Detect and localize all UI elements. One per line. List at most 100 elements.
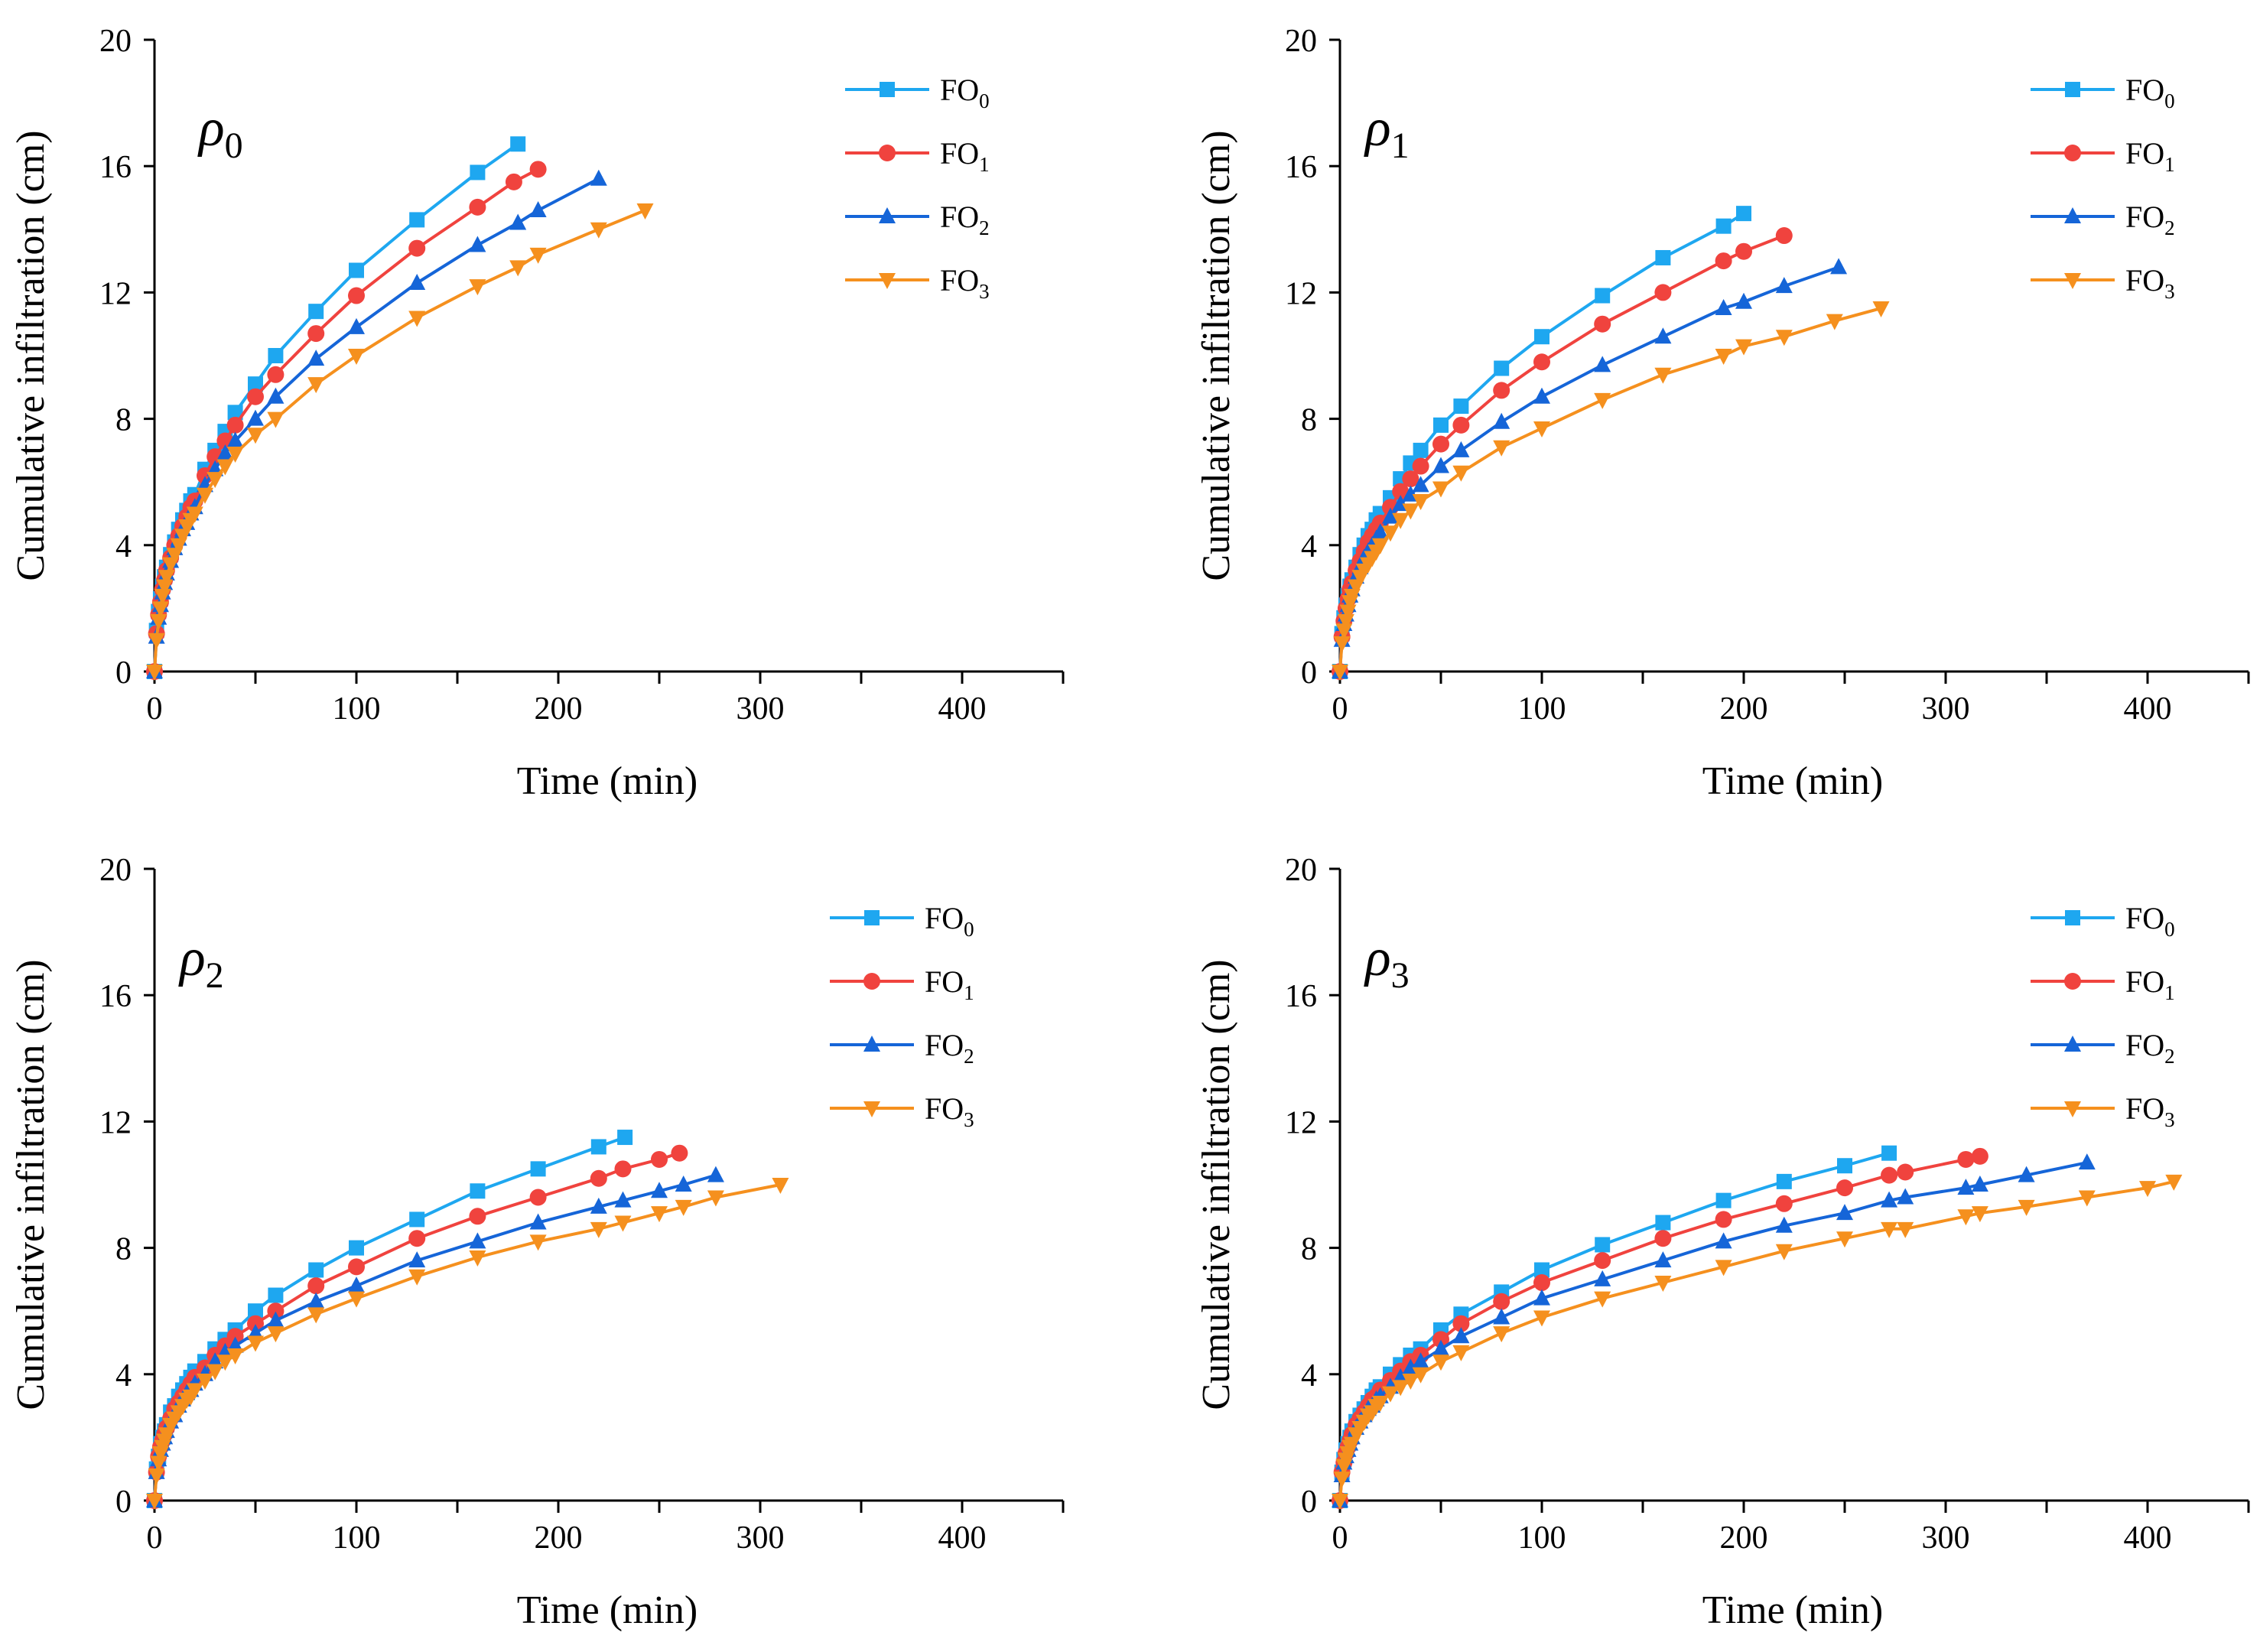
data-point-fo1 — [590, 1169, 607, 1187]
data-point-fo2 — [614, 1191, 632, 1208]
data-point-fo2 — [1533, 387, 1550, 404]
data-point-fo3 — [1735, 339, 1752, 356]
data-point-fo3 — [772, 1178, 789, 1194]
data-point-fo1 — [1432, 1331, 1449, 1348]
data-point-fo3 — [158, 570, 175, 587]
data-point-fo3 — [348, 1291, 365, 1308]
legend-item-fo1: FO1 — [845, 136, 990, 176]
chart-panel-0: 0 100 200 300 400 0 4 8 12 16 20 Time (min) Cumulati… — [9, 24, 1065, 803]
series-fo1 — [146, 1144, 688, 1509]
y-tick-label: 12 — [1285, 276, 1317, 311]
data-point-fo3 — [1333, 1472, 1351, 1488]
data-point-fo0 — [409, 1211, 425, 1228]
x-tick-label: 200 — [1720, 691, 1768, 727]
y-tick-label: 8 — [115, 1232, 132, 1267]
legend-label: FO1 — [925, 964, 974, 1004]
data-point-fo1 — [1432, 435, 1449, 453]
data-point-fo2 — [1371, 523, 1389, 540]
data-point-fo2 — [1594, 1270, 1611, 1286]
legend-item-fo2: FO2 — [2031, 1028, 2175, 1068]
legend-item-fo0: FO0 — [2031, 901, 2175, 941]
data-point-fo0 — [1534, 329, 1549, 345]
data-point-fo3 — [1872, 301, 1890, 318]
legend-marker — [863, 973, 880, 990]
data-point-fo1 — [1533, 353, 1550, 371]
legend-label: FO0 — [2125, 901, 2175, 941]
x-axis-title: Time (min) — [1702, 1589, 1883, 1632]
data-point-fo3 — [267, 1326, 285, 1343]
data-point-fo2 — [1594, 356, 1611, 372]
panel-label: ρ1 — [1364, 99, 1410, 166]
data-point-fo2 — [1881, 1191, 1898, 1208]
data-point-fo1 — [267, 366, 285, 383]
data-point-fo3 — [651, 1206, 668, 1223]
data-point-fo2 — [590, 1197, 607, 1214]
panel-label: ρ0 — [197, 99, 243, 166]
data-point-fo1 — [614, 1160, 632, 1178]
data-point-fo3 — [614, 1215, 632, 1232]
legend-marker — [2064, 1101, 2081, 1117]
data-point-fo3 — [247, 1335, 264, 1352]
data-point-fo3 — [1775, 330, 1793, 346]
data-point-fo3 — [1382, 1386, 1399, 1403]
data-point-fo0 — [268, 348, 284, 363]
data-point-fo3 — [1881, 1221, 1898, 1238]
data-point-fo3 — [1654, 1276, 1672, 1293]
data-point-fo1 — [408, 1230, 426, 1247]
x-axis-title: Time (min) — [1702, 759, 1883, 803]
x-tick-label: 100 — [333, 691, 381, 727]
y-tick-label: 20 — [1285, 853, 1317, 888]
y-tick-label: 4 — [115, 1358, 132, 1393]
data-point-fo0 — [1655, 1215, 1671, 1231]
data-point-fo2 — [267, 387, 285, 404]
data-point-fo2 — [1971, 1176, 1988, 1192]
data-point-fo0 — [268, 1287, 284, 1303]
data-point-fo0 — [530, 1161, 546, 1177]
data-point-fo2 — [1493, 412, 1510, 429]
data-point-fo1 — [307, 325, 325, 343]
data-point-fo3 — [150, 1455, 167, 1472]
data-point-fo3 — [1715, 1260, 1732, 1276]
series-fo2 — [146, 169, 607, 678]
data-point-fo1 — [1493, 1293, 1510, 1310]
data-point-fo3 — [1337, 613, 1354, 630]
legend-marker — [2064, 973, 2081, 990]
series-fo3 — [1332, 1174, 2183, 1510]
legend-marker — [879, 273, 896, 289]
data-point-fo0 — [308, 1262, 324, 1278]
data-point-fo3 — [707, 1190, 724, 1207]
data-point-fo2 — [651, 1182, 668, 1198]
legend-label: FO1 — [2125, 964, 2175, 1004]
data-point-fo2 — [226, 431, 244, 448]
y-tick-label: 12 — [99, 1105, 132, 1140]
x-tick-label: 400 — [938, 1520, 987, 1556]
data-point-fo1 — [1836, 1179, 1853, 1197]
x-tick-label: 300 — [1922, 691, 1970, 727]
data-point-fo0 — [1881, 1145, 1897, 1161]
data-point-fo2 — [1412, 1352, 1429, 1369]
y-tick-label: 8 — [1301, 403, 1317, 438]
data-point-fo1 — [348, 1258, 365, 1276]
data-point-fo1 — [1654, 284, 1672, 301]
data-point-fo3 — [1452, 1345, 1470, 1361]
data-point-fo3 — [1392, 512, 1410, 529]
data-point-fo1 — [1392, 483, 1410, 500]
x-tick-label: 300 — [737, 691, 785, 727]
legend-marker — [2064, 1036, 2081, 1052]
y-tick-label: 20 — [99, 853, 132, 888]
y-tick-label: 0 — [1301, 655, 1317, 691]
y-axis-title: Cumulative infiltration (cm) — [1195, 130, 1238, 580]
data-point-fo3 — [1897, 1221, 1914, 1238]
data-point-fo3 — [186, 1383, 203, 1400]
series-fo3 — [146, 203, 654, 681]
data-point-fo2 — [1432, 1339, 1449, 1356]
legend-label: FO1 — [2125, 136, 2175, 176]
legend-label: FO3 — [2125, 1091, 2175, 1131]
data-point-fo3 — [1333, 636, 1351, 652]
data-point-fo1 — [1452, 416, 1470, 434]
legend-marker — [2065, 82, 2080, 97]
y-tick-label: 12 — [1285, 1105, 1317, 1140]
data-point-fo3 — [2078, 1190, 2096, 1207]
x-tick-label: 100 — [1518, 691, 1566, 727]
data-point-fo1 — [1493, 382, 1510, 399]
